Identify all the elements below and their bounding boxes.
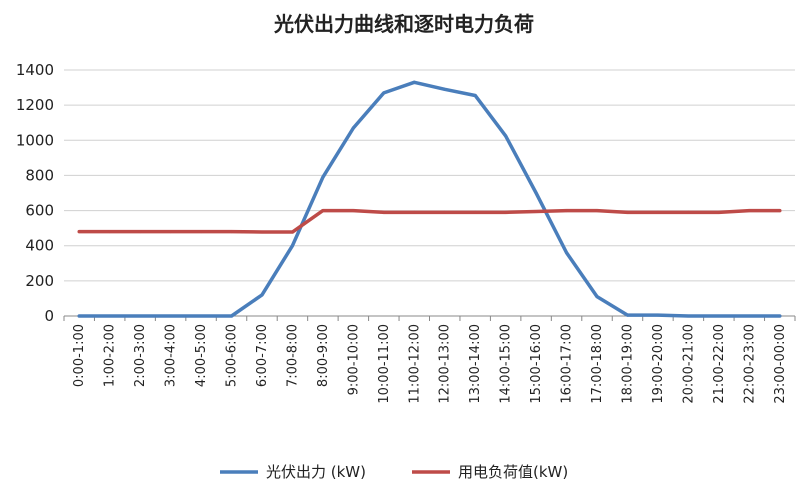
data-point — [443, 87, 447, 91]
x-axis: 0:00-1:00 1:00-2:00 2:00-3:00 3:00-4:00 4:00… — [63, 315, 796, 404]
data-point — [565, 209, 569, 213]
data-point — [565, 251, 569, 255]
data-point — [77, 314, 81, 318]
data-point — [443, 210, 447, 214]
data-point — [169, 230, 173, 234]
x-tick-label: 19:00-20:00 — [651, 324, 666, 404]
x-tick-label: 4:00-5:00 — [194, 324, 209, 387]
data-point — [412, 80, 416, 84]
data-point — [199, 314, 203, 318]
y-tick-label: 800 — [25, 166, 54, 184]
x-tick-label: 18:00-19:00 — [620, 324, 635, 404]
data-point — [351, 209, 355, 213]
data-point — [686, 210, 690, 214]
data-point — [412, 210, 416, 214]
data-point — [717, 210, 721, 214]
y-tick-label: 0 — [44, 307, 54, 325]
data-point — [290, 244, 294, 248]
x-tick-label: 0:00-1:00 — [72, 324, 87, 387]
y-tick-label: 600 — [25, 202, 54, 220]
legend-label-1: 用电负荷值(kW) — [458, 463, 568, 481]
data-point — [321, 175, 325, 179]
data-point — [382, 210, 386, 214]
data-point — [260, 293, 264, 297]
x-tick-label: 3:00-4:00 — [164, 324, 179, 387]
data-point — [108, 230, 112, 234]
data-point — [686, 314, 690, 318]
series-line-0 — [77, 80, 782, 318]
data-point — [138, 314, 142, 318]
data-point — [717, 314, 721, 318]
data-point — [321, 209, 325, 213]
x-tick-label: 7:00-8:00 — [285, 324, 300, 387]
data-point — [230, 314, 234, 318]
x-tick-label: 12:00-13:00 — [438, 324, 453, 404]
data-point — [625, 210, 629, 214]
x-tick-label: 9:00-10:00 — [346, 324, 361, 395]
data-point — [199, 230, 203, 234]
x-tick-label: 17:00-18:00 — [590, 324, 605, 404]
data-point — [504, 210, 508, 214]
x-tick-label: 23:00-00:00 — [773, 324, 788, 404]
y-tick-label: 200 — [25, 272, 54, 290]
data-point — [625, 313, 629, 317]
data-point — [534, 209, 538, 213]
x-tick-label: 8:00-9:00 — [316, 324, 331, 387]
x-tick-label: 16:00-17:00 — [560, 324, 575, 404]
series-line-1 — [77, 208, 782, 234]
x-tick-label: 20:00-21:00 — [681, 324, 696, 404]
data-point — [77, 230, 81, 234]
data-point — [382, 91, 386, 95]
x-tick-label: 14:00-15:00 — [499, 324, 514, 404]
x-tick-label: 10:00-11:00 — [377, 324, 392, 404]
data-point — [473, 210, 477, 214]
y-tick-label: 400 — [25, 237, 54, 255]
legend-label-0: 光伏出力 (kW) — [266, 463, 366, 481]
data-point — [656, 313, 660, 317]
data-point — [351, 126, 355, 130]
chart-title: 光伏出力曲线和逐时电力负荷 — [273, 12, 534, 36]
legend: 光伏出力 (kW) 用电负荷值(kW) — [220, 463, 568, 481]
x-tick-label: 6:00-7:00 — [255, 324, 270, 387]
x-tick-label: 13:00-14:00 — [468, 324, 483, 404]
x-tick-label: 11:00-12:00 — [407, 324, 422, 404]
x-tick-label: 22:00-23:00 — [742, 324, 757, 404]
data-point — [169, 314, 173, 318]
y-tick-label: 1200 — [16, 96, 54, 114]
data-point — [230, 230, 234, 234]
data-point — [595, 295, 599, 299]
data-point — [747, 209, 751, 213]
data-point — [747, 314, 751, 318]
data-point — [595, 209, 599, 213]
data-point — [778, 314, 782, 318]
x-tick-label: 1:00-2:00 — [103, 324, 118, 387]
data-point — [108, 314, 112, 318]
x-tick-label: 5:00-6:00 — [225, 324, 240, 387]
data-point — [260, 230, 264, 234]
y-tick-label: 1400 — [16, 61, 54, 79]
data-point — [473, 93, 477, 97]
y-axis: 0 200 400 600 800 1000 1200 1400 — [16, 61, 54, 325]
data-point — [290, 230, 294, 234]
data-point — [534, 191, 538, 195]
data-point — [778, 209, 782, 213]
data-point — [138, 230, 142, 234]
data-point — [656, 210, 660, 214]
x-tick-label: 21:00-22:00 — [712, 324, 727, 404]
gridlines — [64, 69, 795, 317]
x-tick-label: 15:00-16:00 — [529, 324, 544, 404]
data-point — [504, 134, 508, 138]
series-lines — [77, 80, 782, 318]
x-tick-label: 2:00-3:00 — [133, 324, 148, 387]
y-tick-label: 1000 — [16, 131, 54, 149]
